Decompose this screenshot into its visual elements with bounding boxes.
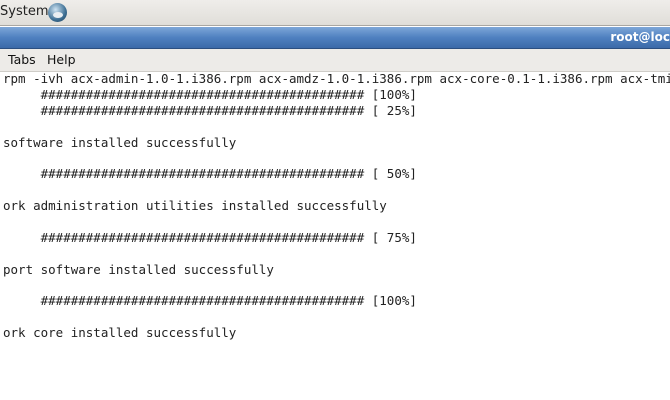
terminal-line	[3, 309, 670, 325]
terminal-line: ########################################…	[3, 102, 417, 118]
terminal-line: ########################################…	[3, 166, 417, 182]
window-title: root@loc	[610, 30, 670, 44]
terminal-line: ork administration utilities installed s…	[3, 198, 387, 214]
terminal-line	[3, 278, 670, 294]
terminal-line: rpm -ivh acx-admin-1.0-1.i386.rpm acx-am…	[3, 71, 670, 86]
terminal-line	[3, 150, 670, 166]
system-menu[interactable]: System	[0, 4, 49, 19]
terminal-line	[3, 214, 670, 230]
top-panel: System	[0, 0, 670, 26]
terminal-line: port software installed successfully	[3, 261, 274, 277]
menu-bar: Tabs Help	[0, 49, 670, 72]
terminal-line	[3, 182, 670, 198]
menu-tabs[interactable]: Tabs	[8, 52, 36, 67]
terminal-line: ork core installed successfully	[3, 325, 237, 341]
terminal-output[interactable]: rpm -ivh acx-admin-1.0-1.i386.rpm acx-am…	[3, 71, 670, 341]
terminal-line: ########################################…	[3, 229, 417, 245]
window-title-bar[interactable]: root@loc	[0, 27, 670, 49]
terminal-line	[3, 119, 670, 135]
terminal-line	[3, 246, 670, 262]
terminal-line: ########################################…	[3, 293, 417, 309]
terminal-line: software installed successfully	[3, 134, 237, 150]
terminal-line: ########################################…	[3, 86, 417, 102]
system-logo-icon[interactable]	[48, 3, 67, 22]
menu-help[interactable]: Help	[47, 52, 76, 67]
